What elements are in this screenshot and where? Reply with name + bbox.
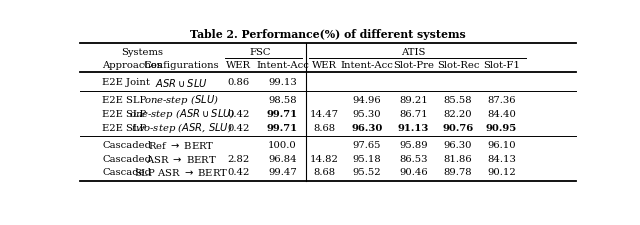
Text: Systems: Systems [121, 48, 163, 57]
Text: 14.82: 14.82 [310, 154, 339, 163]
Text: 95.89: 95.89 [399, 140, 428, 149]
Text: ATIS: ATIS [401, 48, 425, 57]
Text: Slot-Rec: Slot-Rec [436, 61, 479, 70]
Text: Cascaded: Cascaded [102, 140, 151, 149]
Text: E2E SLP: E2E SLP [102, 109, 147, 118]
Text: Approaches: Approaches [102, 61, 163, 70]
Text: 96.84: 96.84 [268, 154, 297, 163]
Text: Cascaded: Cascaded [102, 168, 151, 177]
Text: 96.30: 96.30 [444, 140, 472, 149]
Text: 84.13: 84.13 [487, 154, 516, 163]
Text: 95.18: 95.18 [352, 154, 381, 163]
Text: 91.13: 91.13 [397, 123, 429, 132]
Text: 95.52: 95.52 [353, 168, 381, 177]
Text: SLP ASR $\rightarrow$ BERT: SLP ASR $\rightarrow$ BERT [134, 167, 229, 178]
Text: one-step ($ASR \cup SLU$): one-step ($ASR \cup SLU$) [129, 107, 235, 121]
Text: two-step ($ASR$, $SLU$): two-step ($ASR$, $SLU$) [131, 121, 232, 135]
Text: 0.86: 0.86 [228, 78, 250, 87]
Text: 98.58: 98.58 [268, 95, 297, 104]
Text: Configurations: Configurations [144, 61, 220, 70]
Text: ASR $\rightarrow$ BERT: ASR $\rightarrow$ BERT [146, 153, 217, 164]
Text: 89.21: 89.21 [399, 95, 428, 104]
Text: 99.47: 99.47 [268, 168, 297, 177]
Text: E2E SLP: E2E SLP [102, 123, 147, 132]
Text: 90.46: 90.46 [399, 168, 428, 177]
Text: 0.42: 0.42 [228, 168, 250, 177]
Text: 0.42: 0.42 [228, 123, 250, 132]
Text: Table 2. Performance(%) of different systems: Table 2. Performance(%) of different sys… [190, 28, 466, 39]
Text: 86.53: 86.53 [399, 154, 428, 163]
Text: FSC: FSC [250, 48, 271, 57]
Text: 84.40: 84.40 [487, 109, 516, 118]
Text: 96.30: 96.30 [351, 123, 382, 132]
Text: Ref $\rightarrow$ BERT: Ref $\rightarrow$ BERT [148, 139, 215, 150]
Text: 85.58: 85.58 [444, 95, 472, 104]
Text: 0.42: 0.42 [228, 109, 250, 118]
Text: 82.20: 82.20 [444, 109, 472, 118]
Text: 99.71: 99.71 [267, 123, 298, 132]
Text: 97.65: 97.65 [353, 140, 381, 149]
Text: 89.78: 89.78 [444, 168, 472, 177]
Text: one-step ($SLU$): one-step ($SLU$) [144, 93, 219, 107]
Text: Cascaded: Cascaded [102, 154, 151, 163]
Text: E2E Joint: E2E Joint [102, 78, 150, 87]
Text: 2.82: 2.82 [228, 154, 250, 163]
Text: 94.96: 94.96 [353, 95, 381, 104]
Text: WER: WER [312, 61, 337, 70]
Text: 8.68: 8.68 [313, 123, 335, 132]
Text: 99.71: 99.71 [267, 109, 298, 118]
Text: E2E SLP: E2E SLP [102, 95, 147, 104]
Text: 99.13: 99.13 [268, 78, 297, 87]
Text: 86.71: 86.71 [399, 109, 428, 118]
Text: 87.36: 87.36 [487, 95, 516, 104]
Text: 90.76: 90.76 [442, 123, 474, 132]
Text: 14.47: 14.47 [310, 109, 339, 118]
Text: 96.10: 96.10 [487, 140, 516, 149]
Text: Slot-F1: Slot-F1 [483, 61, 520, 70]
Text: Intent-Acc: Intent-Acc [256, 61, 309, 70]
Text: Slot-Pre: Slot-Pre [393, 61, 434, 70]
Text: 90.12: 90.12 [487, 168, 516, 177]
Text: 90.95: 90.95 [486, 123, 517, 132]
Text: 81.86: 81.86 [444, 154, 472, 163]
Text: WER: WER [226, 61, 252, 70]
Text: 95.30: 95.30 [353, 109, 381, 118]
Text: 100.0: 100.0 [268, 140, 297, 149]
Text: Intent-Acc: Intent-Acc [340, 61, 393, 70]
Text: $ASR \cup SLU$: $ASR \cup SLU$ [156, 76, 208, 88]
Text: 8.68: 8.68 [313, 168, 335, 177]
